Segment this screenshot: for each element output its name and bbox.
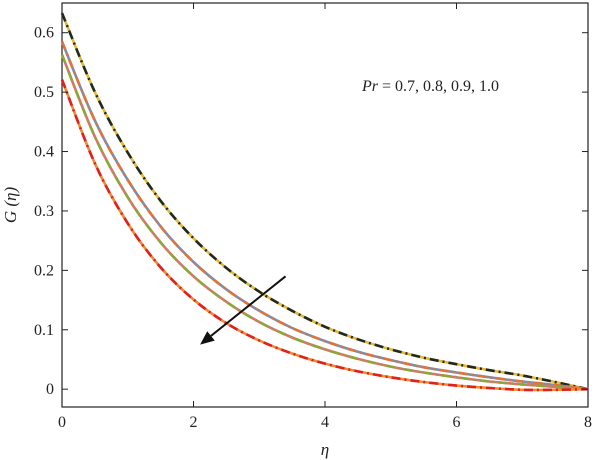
y-tick-label: 0.3 — [34, 203, 54, 220]
series-line-base — [60, 79, 589, 392]
x-axis-title: η — [321, 440, 329, 459]
series-line-dash — [60, 41, 589, 391]
y-tick-label: 0.2 — [34, 262, 54, 279]
trend-arrow — [200, 275, 287, 345]
series-line-dash — [60, 79, 589, 392]
x-tick-label: 0 — [58, 414, 66, 431]
curves — [60, 12, 589, 392]
y-tick-label: 0.6 — [34, 25, 54, 42]
plot-frame — [61, 2, 589, 408]
series-line-base — [60, 54, 589, 391]
arrow-shaft — [210, 275, 287, 337]
ticks: 0 2 4 6 8 0 0.1 0.2 0.3 0.4 0.5 0.6 — [34, 3, 592, 431]
y-axis-title: G (η) — [1, 187, 20, 224]
y-tick-label: 0.5 — [34, 84, 54, 101]
x-tick-label: 2 — [190, 414, 198, 431]
pr-annotation-values: = 0.7, 0.8, 0.9, 1.0 — [378, 78, 499, 95]
series-line-2 — [60, 41, 589, 391]
y-tick-label: 0.4 — [34, 144, 54, 161]
series-line-4 — [60, 79, 589, 392]
pr-annotation-var: Pr — [361, 78, 379, 95]
y-tick-label: 0 — [46, 381, 54, 398]
series-line-dash — [60, 12, 589, 391]
series-line-3 — [60, 54, 589, 391]
x-tick-label: 6 — [453, 414, 461, 431]
pr-annotation: Pr = 0.7, 0.8, 0.9, 1.0 — [361, 78, 499, 95]
x-tick-label: 8 — [584, 414, 592, 431]
arrow-head — [200, 331, 215, 345]
y-tick-label: 0.1 — [34, 322, 54, 339]
series-line-1 — [60, 12, 589, 391]
x-tick-label: 4 — [321, 414, 329, 431]
series-line-dash — [60, 54, 589, 391]
